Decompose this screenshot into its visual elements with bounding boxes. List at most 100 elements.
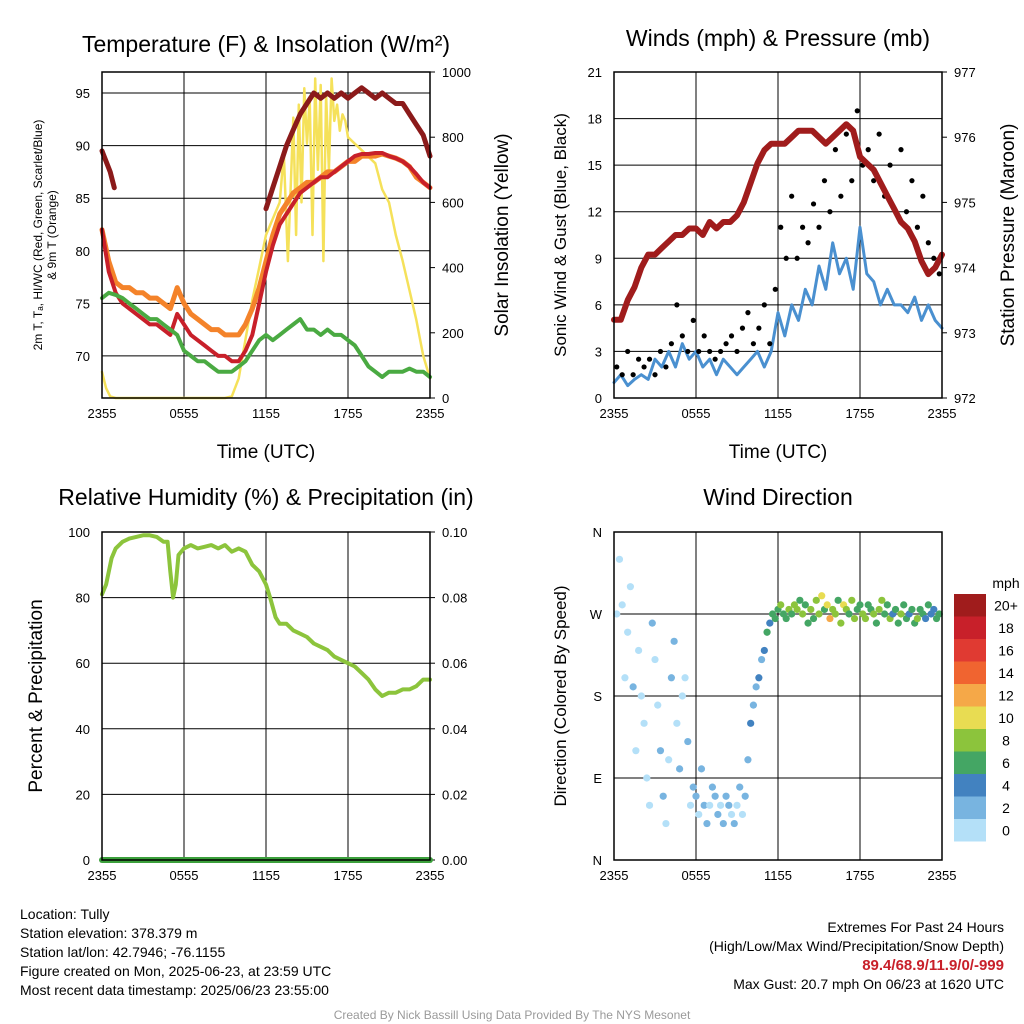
direction-point bbox=[684, 737, 692, 746]
direction-point bbox=[758, 655, 766, 664]
gust-point bbox=[636, 356, 642, 362]
pressure-line bbox=[611, 121, 945, 323]
gust-point bbox=[707, 348, 713, 355]
direction-point bbox=[894, 619, 902, 627]
humidity-ylabel: Percent & Precipitation bbox=[26, 599, 47, 792]
colorbar-label: 8 bbox=[1002, 732, 1010, 748]
direction-point bbox=[621, 674, 629, 682]
y-tick-label: 15 bbox=[588, 158, 602, 173]
y2-tick-label: 0.10 bbox=[442, 525, 467, 540]
y-tick-label: 0 bbox=[83, 853, 90, 868]
gust-point bbox=[871, 178, 877, 184]
temperature-xlabel: Time (UTC) bbox=[217, 442, 316, 463]
direction-point bbox=[632, 747, 640, 755]
colorbar-label: 14 bbox=[998, 665, 1014, 681]
y-tick-label: 100 bbox=[68, 525, 90, 540]
direction-point bbox=[692, 792, 700, 800]
y-tick-label: 40 bbox=[76, 722, 90, 737]
direction-point bbox=[722, 792, 730, 800]
colorbar-swatch bbox=[954, 819, 986, 842]
y-tick-label: 9 bbox=[595, 251, 602, 266]
colorbar-swatch bbox=[954, 751, 986, 774]
gust-point bbox=[914, 224, 921, 230]
gust-point bbox=[821, 178, 828, 184]
x-tick-label: 2355 bbox=[88, 406, 117, 421]
credit-text: Created By Nick Bassill Using Data Provi… bbox=[333, 1008, 691, 1022]
direction-point bbox=[676, 765, 684, 773]
gust-point bbox=[712, 356, 718, 362]
direction-point bbox=[624, 628, 632, 636]
direction-point bbox=[640, 719, 648, 727]
direction-point bbox=[818, 592, 826, 600]
extremes-title: Extremes For Past 24 Hours bbox=[827, 919, 1004, 935]
y-tick-label: N bbox=[593, 853, 602, 868]
colorbar-label: 10 bbox=[998, 710, 1014, 726]
direction-point bbox=[845, 610, 853, 618]
gust-point bbox=[728, 333, 735, 339]
direction-point bbox=[635, 646, 643, 655]
direction-point bbox=[872, 619, 881, 627]
colorbar-swatch bbox=[954, 796, 986, 819]
plot-frame bbox=[613, 531, 943, 861]
direction-point bbox=[665, 756, 673, 764]
heat_index-line bbox=[99, 148, 117, 191]
gust-point bbox=[800, 224, 806, 230]
gust-point bbox=[772, 286, 778, 292]
gust-point bbox=[679, 333, 685, 339]
station-info: Location: Tully Station elevation: 378.3… bbox=[20, 905, 331, 1000]
direction-point bbox=[613, 610, 621, 618]
direction-point bbox=[812, 596, 820, 604]
y2-tick-label: 973 bbox=[954, 326, 976, 341]
y-tick-label: 0 bbox=[595, 391, 602, 406]
direction-point bbox=[870, 610, 878, 618]
direction-point bbox=[760, 646, 768, 655]
rh-line bbox=[100, 533, 432, 698]
direction-point bbox=[673, 719, 681, 727]
y-tick-label: 95 bbox=[76, 86, 90, 101]
direction-point bbox=[861, 614, 870, 623]
wind-direction-panel-title: Wind Direction bbox=[703, 484, 853, 510]
colorbar-swatch bbox=[954, 729, 986, 752]
gust-point bbox=[663, 364, 669, 370]
y-tick-label: 21 bbox=[588, 65, 602, 80]
direction-point bbox=[736, 783, 744, 791]
colorbar-swatch bbox=[954, 616, 986, 639]
y-tick-label: 12 bbox=[588, 205, 602, 220]
colorbar-swatch bbox=[954, 706, 986, 729]
gust-point bbox=[887, 162, 893, 168]
y-tick-label: 18 bbox=[588, 112, 602, 127]
gust-point bbox=[614, 364, 620, 370]
temp_9m-line bbox=[99, 151, 433, 338]
direction-point bbox=[799, 610, 807, 618]
gust-point bbox=[810, 201, 817, 207]
direction-point bbox=[823, 601, 831, 609]
y-tick-label: 80 bbox=[76, 244, 90, 259]
colorbar-label: 4 bbox=[1002, 777, 1010, 793]
gust-point bbox=[805, 240, 811, 246]
direction-point bbox=[766, 619, 774, 627]
gust-point bbox=[652, 372, 658, 378]
gust-point bbox=[838, 193, 844, 199]
gridlines bbox=[101, 71, 435, 399]
gust-point bbox=[909, 178, 915, 184]
y-tick-label: 80 bbox=[76, 591, 90, 606]
plot-frame bbox=[101, 531, 431, 861]
direction-point bbox=[807, 605, 815, 614]
gust-point bbox=[685, 348, 691, 355]
y-tick-label: E bbox=[593, 771, 602, 786]
direction-point bbox=[747, 719, 755, 727]
extremes-values: 89.4/68.9/11.9/0/-999 bbox=[862, 957, 1004, 974]
colorbar-swatch bbox=[954, 684, 986, 707]
temperature-ylabel-line2: & 9m T (Orange) bbox=[45, 190, 59, 280]
direction-point bbox=[656, 747, 665, 755]
gridlines bbox=[613, 71, 947, 399]
direction-point bbox=[763, 628, 771, 636]
direction-point bbox=[930, 605, 938, 614]
colorbar-swatch bbox=[954, 594, 986, 617]
y2-tick-label: 977 bbox=[954, 65, 976, 80]
gust-point bbox=[668, 341, 675, 347]
gust-point bbox=[739, 325, 746, 331]
humidity-panel-title: Relative Humidity (%) & Precipitation (i… bbox=[58, 484, 473, 510]
direction-point bbox=[711, 792, 719, 800]
gust-point bbox=[674, 302, 680, 308]
